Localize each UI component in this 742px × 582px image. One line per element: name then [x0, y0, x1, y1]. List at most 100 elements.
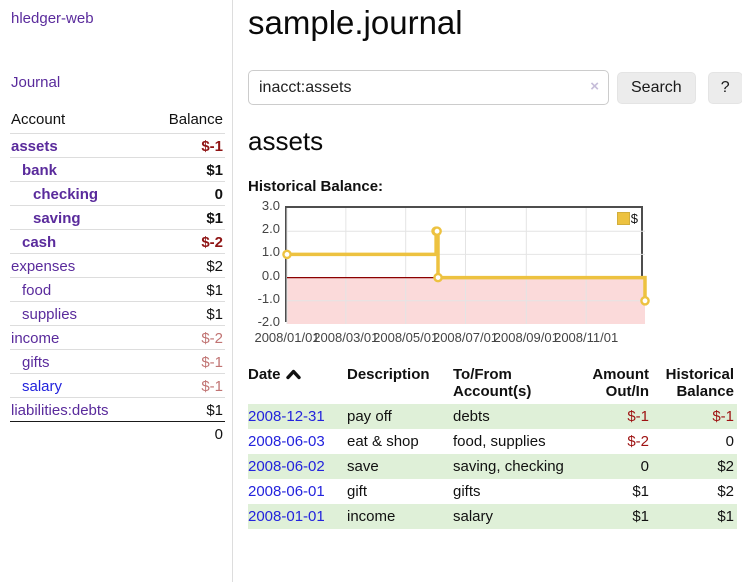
transaction-amount: $1 — [632, 483, 649, 500]
transaction-amount: $-1 — [572, 404, 652, 429]
register-row: 2008-06-01 gift gifts $1 $2 — [248, 479, 737, 504]
account-balance: $-1 — [146, 373, 225, 398]
accounts-total-row: 0 — [10, 421, 225, 446]
main-content: sample.journal × Search ? assets Histori… — [233, 0, 742, 582]
transaction-description: eat & shop — [347, 433, 419, 450]
page-title: sample.journal — [248, 4, 463, 41]
legend-label: $ — [630, 211, 638, 226]
transaction-date-link[interactable]: 2008-01-01 — [248, 508, 325, 525]
accounts-table: Account Balance assets $-1 bank $1 checking 0… — [10, 108, 225, 446]
account-row: assets $-1 — [10, 133, 225, 158]
account-row: gifts $-1 — [10, 349, 225, 374]
y-axis-tick-label: 1.0 — [261, 244, 280, 260]
account-balance: $-1 — [146, 133, 225, 158]
account-link-liabilities-debts[interactable]: liabilities:debts — [11, 401, 109, 419]
account-heading: assets — [248, 126, 324, 156]
sidebar: hledger-web Journal Account Balance asse… — [0, 0, 233, 582]
account-row: checking 0 — [10, 181, 225, 206]
transaction-accounts: debts — [453, 404, 572, 429]
transaction-accounts: saving, checking — [453, 454, 572, 479]
transaction-date-link[interactable]: 2008-06-03 — [248, 433, 325, 450]
transaction-balance: $2 — [717, 483, 734, 500]
account-link-bank[interactable]: bank — [22, 161, 58, 179]
sort-ascending-icon — [285, 369, 301, 380]
account-balance: $1 — [146, 157, 225, 182]
transaction-accounts: salary — [453, 504, 572, 529]
accounts-header-balance: Balance — [168, 111, 223, 128]
x-axis-tick-label: 2008/07/01 — [432, 330, 499, 345]
account-balance: $1 — [146, 277, 225, 302]
brand-link[interactable]: hledger-web — [11, 10, 94, 27]
legend-swatch-icon — [616, 212, 630, 225]
x-axis-tick-label: 2008/09/01 — [493, 330, 559, 345]
help-button[interactable]: ? — [707, 71, 742, 104]
clear-search-icon[interactable]: × — [590, 78, 599, 95]
register-row: 2008-12-31 pay off debts $-1 $-1 — [248, 404, 737, 429]
transaction-balance: $1 — [652, 504, 737, 529]
register-row: 2008-06-02 save saving, checking 0 $2 — [248, 454, 737, 479]
account-link-gifts[interactable]: gifts — [22, 353, 50, 371]
transaction-amount: $1 — [572, 504, 652, 529]
y-axis-tick-label: -1.0 — [257, 290, 280, 306]
transaction-description: pay off — [347, 404, 453, 429]
transaction-balance: $-1 — [652, 404, 737, 429]
account-link-cash[interactable]: cash — [22, 233, 57, 251]
search-input[interactable] — [248, 70, 609, 105]
chart-title: Historical Balance: — [248, 178, 384, 195]
account-link-expenses[interactable]: expenses — [11, 257, 76, 275]
search-input-wrap: × — [248, 70, 609, 105]
transaction-accounts: gifts — [453, 483, 481, 500]
account-link-supplies[interactable]: supplies — [22, 305, 78, 323]
account-balance: $-2 — [146, 229, 225, 254]
account-link-income[interactable]: income — [11, 329, 60, 347]
transaction-description: save — [347, 454, 453, 479]
account-balance: $-1 — [146, 349, 225, 374]
account-link-saving[interactable]: saving — [33, 209, 81, 227]
transaction-date-link[interactable]: 2008-06-02 — [248, 458, 325, 475]
sidebar-item-journal[interactable]: Journal — [11, 74, 61, 91]
account-row: income $-2 — [10, 325, 225, 350]
account-link-salary[interactable]: salary — [22, 377, 63, 395]
account-row: salary $-1 — [10, 373, 225, 398]
account-balance: 0 — [146, 181, 225, 206]
transaction-amount: 0 — [572, 454, 652, 479]
account-link-food[interactable]: food — [22, 281, 52, 299]
register-header-accounts: To/From Account(s) — [453, 366, 532, 400]
account-row: liabilities:debts $1 — [10, 397, 225, 422]
y-axis-tick-label: 3.0 — [261, 198, 280, 213]
search-form: × Search ? — [248, 70, 742, 105]
accounts-total-spacer — [10, 421, 147, 446]
account-row: supplies $1 — [10, 301, 225, 326]
account-row: saving $1 — [10, 205, 225, 230]
transaction-balance: $2 — [652, 454, 737, 479]
account-row: bank $1 — [10, 157, 225, 182]
chart-series-svg — [282, 208, 650, 324]
register-header-balance: Historical Balance — [665, 366, 734, 400]
account-row: food $1 — [10, 277, 225, 302]
x-axis-tick-label: 2008/01/01 — [254, 330, 320, 345]
register-row: 2008-06-03 eat & shop food, supplies $-2 0 — [248, 429, 737, 454]
transaction-balance: 0 — [725, 433, 734, 450]
accounts-header-account: Account — [11, 111, 66, 128]
account-balance: $2 — [146, 253, 225, 278]
account-link-checking[interactable]: checking — [33, 185, 99, 203]
account-balance: $1 — [146, 205, 225, 230]
account-balance: $1 — [146, 301, 225, 326]
transaction-date-link[interactable]: 2008-06-01 — [248, 483, 325, 500]
chart-plot-area: $ — [282, 206, 650, 324]
search-button[interactable]: Search — [617, 71, 696, 104]
register-header-date[interactable]: Date — [248, 364, 347, 404]
register-table: Date Description To/From Account(s) Amou… — [248, 364, 737, 529]
account-row: expenses $2 — [10, 253, 225, 278]
register-header-amount: Amount Out/In — [592, 366, 649, 400]
account-balance: $1 — [146, 397, 225, 422]
y-axis-tick-label: 0.0 — [261, 267, 280, 283]
historical-balance-chart: $ 3.0 2.0 1.0 0.0 -1.0 -2.0 2008/01/01 2008/03/… — [248, 198, 742, 350]
account-link-assets[interactable]: assets — [11, 137, 58, 155]
register-header-date-label: Date — [248, 366, 281, 383]
y-axis-tick-label: 2.0 — [261, 221, 280, 237]
register-row: 2008-01-01 income salary $1 $1 — [248, 504, 737, 529]
transaction-date-link[interactable]: 2008-12-31 — [248, 408, 325, 425]
chart-legend: $ — [616, 211, 638, 226]
